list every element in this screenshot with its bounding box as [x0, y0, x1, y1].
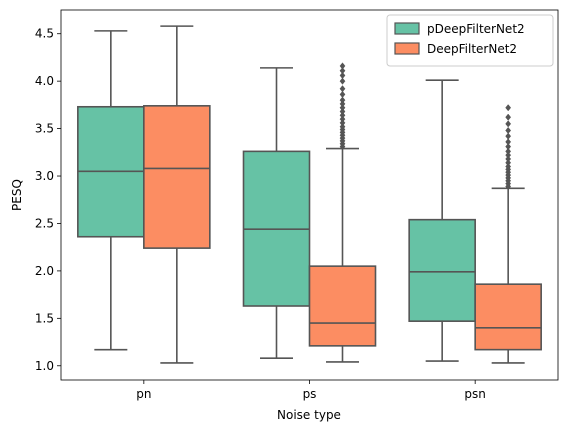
outlier-point: [339, 123, 346, 131]
x-tick-label: psn: [464, 387, 485, 401]
y-tick-label: 3.0: [35, 169, 54, 183]
y-tick-label: 1.5: [35, 311, 54, 325]
outlier-point: [339, 100, 346, 108]
outlier-point: [339, 107, 346, 116]
outlier-point: [339, 104, 346, 112]
x-tick-label: pn: [136, 387, 151, 401]
outlier-point: [505, 104, 512, 112]
legend-swatch: [394, 42, 420, 55]
y-tick-label: 4.0: [35, 74, 54, 88]
outlier-point: [339, 71, 346, 80]
box-DeepFilterNet2-psn: [474, 104, 542, 364]
box-iqr: [474, 283, 542, 351]
outlier-point: [339, 62, 346, 70]
boxes-layer: [77, 25, 542, 364]
y-tick-label: 3.5: [35, 122, 54, 136]
outlier-point: [505, 113, 512, 121]
box-iqr: [308, 265, 377, 347]
box-iqr: [408, 218, 476, 322]
outlier-point: [505, 162, 512, 171]
y-tick-label: 4.5: [35, 27, 54, 41]
outlier-point: [339, 85, 346, 93]
outlier-point: [505, 143, 512, 151]
x-tick-label: ps: [303, 387, 317, 401]
y-axis: 1.0 1.5 2.0 2.5 3.0 3.5 4.0 4.5: [35, 27, 61, 373]
outlier-point: [505, 155, 512, 163]
outlier-point: [339, 115, 346, 123]
legend-label: pDeepFilterNet2: [427, 22, 525, 36]
box-pDeepFilterNet2-ps: [242, 67, 311, 359]
y-tick-label: 2.5: [35, 216, 54, 230]
legend-label: DeepFilterNet2: [427, 42, 517, 56]
outlier-point: [505, 132, 512, 140]
outlier-point: [339, 77, 346, 85]
box-iqr: [143, 105, 211, 249]
plot-frame: [60, 9, 559, 381]
outlier-point: [339, 67, 346, 75]
outlier-point: [339, 90, 346, 99]
box-DeepFilterNet2-ps: [308, 62, 377, 363]
y-axis-title: PESQ: [10, 179, 24, 211]
outlier-point: [505, 159, 512, 167]
x-axis: pn ps psn: [136, 380, 486, 401]
box-pDeepFilterNet2-pn: [77, 30, 145, 351]
box-pDeepFilterNet2-psn: [408, 79, 476, 362]
x-axis-title: Noise type: [277, 408, 341, 422]
outlier-point: [505, 151, 512, 159]
outlier-point: [339, 111, 346, 119]
legend-box: [386, 14, 554, 67]
box-DeepFilterNet2-pn: [143, 25, 211, 364]
y-tick-label: 1.0: [35, 359, 54, 373]
outlier-point: [505, 120, 512, 128]
outlier-point: [505, 147, 512, 155]
outlier-point: [339, 96, 346, 104]
legend: pDeepFilterNet2 DeepFilterNet2: [386, 14, 554, 67]
outlier-point: [505, 138, 512, 146]
legend-swatch: [394, 22, 420, 35]
outlier-point: [339, 119, 346, 127]
outlier-point: [505, 126, 512, 135]
y-tick-label: 2.0: [35, 264, 54, 278]
